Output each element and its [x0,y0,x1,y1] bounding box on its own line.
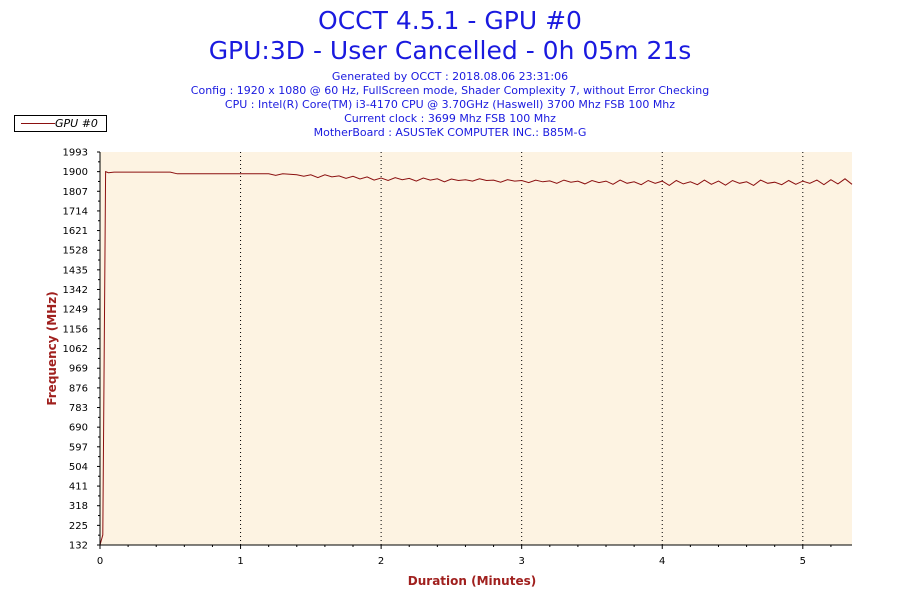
grid-lines [240,152,804,545]
y-tick-label: 1714 [63,206,88,217]
y-tick-label: 411 [69,482,88,493]
y-tick-label: 969 [69,364,88,375]
legend-label: GPU #0 [55,117,98,130]
chart-title: OCCT 4.5.1 - GPU #0 [318,6,582,35]
y-tick-label: 1807 [63,187,88,198]
y-tick-label: 783 [69,403,88,414]
plot-area [100,152,852,545]
y-tick-label: 504 [69,462,88,473]
info-cpu: CPU : Intel(R) Core(TM) i3-4170 CPU @ 3.… [224,98,676,111]
chart-subtitle: GPU:3D - User Cancelled - 0h 05m 21s [208,36,692,65]
y-axis-title: Frequency (MHz) [45,291,59,405]
y-tick-label: 1621 [63,226,88,237]
y-tick-label: 1993 [63,148,88,159]
info-current-clock: Current clock : 3699 Mhz FSB 100 Mhz [344,112,556,125]
y-tick-label: 132 [69,541,88,552]
info-generated: Generated by OCCT : 2018.08.06 23:31:06 [331,70,569,83]
series-line-gpu0 [99,170,853,546]
x-axis-title: Duration (Minutes) [408,574,536,588]
y-tick-label: 1156 [63,324,88,335]
x-axis-ticks: 0 1 2 3 4 5 [97,545,832,567]
y-tick-label: 876 [69,383,88,394]
x-tick-label: 1 [237,556,243,567]
y-tick-label: 597 [69,442,88,453]
legend: GPU #0 [14,115,107,132]
x-tick-label: 4 [659,556,665,567]
y-tick-label: 1435 [63,265,88,276]
x-tick-label: 5 [800,556,806,567]
info-motherboard: MotherBoard : ASUSTeK COMPUTER INC.: B85… [313,126,587,139]
legend-swatch [21,123,55,124]
y-tick-label: 318 [69,501,88,512]
y-tick-label: 1900 [63,167,88,178]
y-tick-label: 1249 [63,305,88,316]
y-tick-label: 690 [69,423,88,434]
y-tick-label: 1528 [63,246,88,257]
y-tick-label: 1342 [63,285,88,296]
x-tick-label: 2 [378,556,384,567]
y-tick-label: 225 [69,521,88,532]
y-axis-ticks: 132 225 318 411 504 597 690 783 876 969 1062 1156 12… [63,148,100,552]
x-tick-label: 0 [97,556,103,567]
info-config: Config : 1920 x 1080 @ 60 Hz, FullScreen… [190,84,710,97]
y-tick-label: 1062 [63,344,88,355]
x-tick-label: 3 [518,556,524,567]
